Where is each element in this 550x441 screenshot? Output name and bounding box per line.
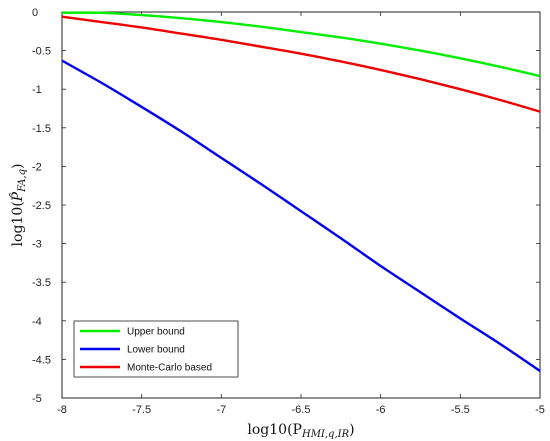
y-axis-label-var: P̂ bbox=[8, 191, 26, 202]
x-axis-ticks: -8 -7.5 -7 -6.5 -6 -5.5 -5 bbox=[57, 12, 545, 416]
y-axis-label-sub: FA,q bbox=[17, 169, 28, 193]
y-tick-label: -4.5 bbox=[32, 354, 51, 366]
y-tick-label: -2 bbox=[32, 161, 42, 173]
x-tick-label: -5 bbox=[535, 404, 545, 416]
y-tick-label: -2.5 bbox=[32, 200, 51, 212]
legend: Upper bound Lower bound Monte-Carlo based bbox=[73, 320, 239, 378]
series-lines bbox=[61, 11, 541, 372]
x-axis-label-end: ) bbox=[349, 422, 354, 438]
y-axis-label-prefix: log10( bbox=[10, 201, 26, 246]
series-line-0 bbox=[61, 11, 541, 78]
series-line-2 bbox=[61, 15, 541, 113]
legend-label-1: Lower bound bbox=[127, 345, 185, 356]
y-tick-label: -4 bbox=[32, 316, 42, 328]
y-tick-label: -1 bbox=[32, 84, 42, 96]
y-tick-label: -3.5 bbox=[32, 277, 51, 289]
series-line-1 bbox=[61, 59, 541, 372]
y-tick-label: -1.5 bbox=[32, 123, 51, 135]
x-axis-label-sub: HMI,q,IR bbox=[301, 429, 350, 440]
x-tick-label: -6 bbox=[376, 404, 386, 416]
legend-label-0: Upper bound bbox=[127, 327, 185, 338]
y-axis-label-end: ) bbox=[10, 164, 26, 169]
x-tick-label: -7.5 bbox=[132, 404, 151, 416]
legend-label-2: Monte-Carlo based bbox=[127, 363, 212, 374]
y-axis-label: log10(P̂FA,q) bbox=[8, 164, 28, 247]
y-tick-label: -0.5 bbox=[32, 46, 51, 58]
x-tick-label: -7 bbox=[216, 404, 226, 416]
y-axis-ticks: 0 -0.5 -1 -1.5 -2 -2.5 -3 -3.5 -4 -4.5 -5 bbox=[32, 7, 540, 405]
x-axis-label: log10(PHMI,q,IR) bbox=[247, 422, 354, 440]
y-tick-label: -3 bbox=[32, 239, 42, 251]
x-tick-label: -5.5 bbox=[451, 404, 470, 416]
y-tick-label: 0 bbox=[32, 7, 38, 19]
x-tick-label: -6.5 bbox=[292, 404, 311, 416]
y-tick-label: -5 bbox=[32, 393, 42, 405]
x-axis-label-prefix: log10(P bbox=[247, 422, 302, 438]
x-tick-label: -8 bbox=[57, 404, 67, 416]
